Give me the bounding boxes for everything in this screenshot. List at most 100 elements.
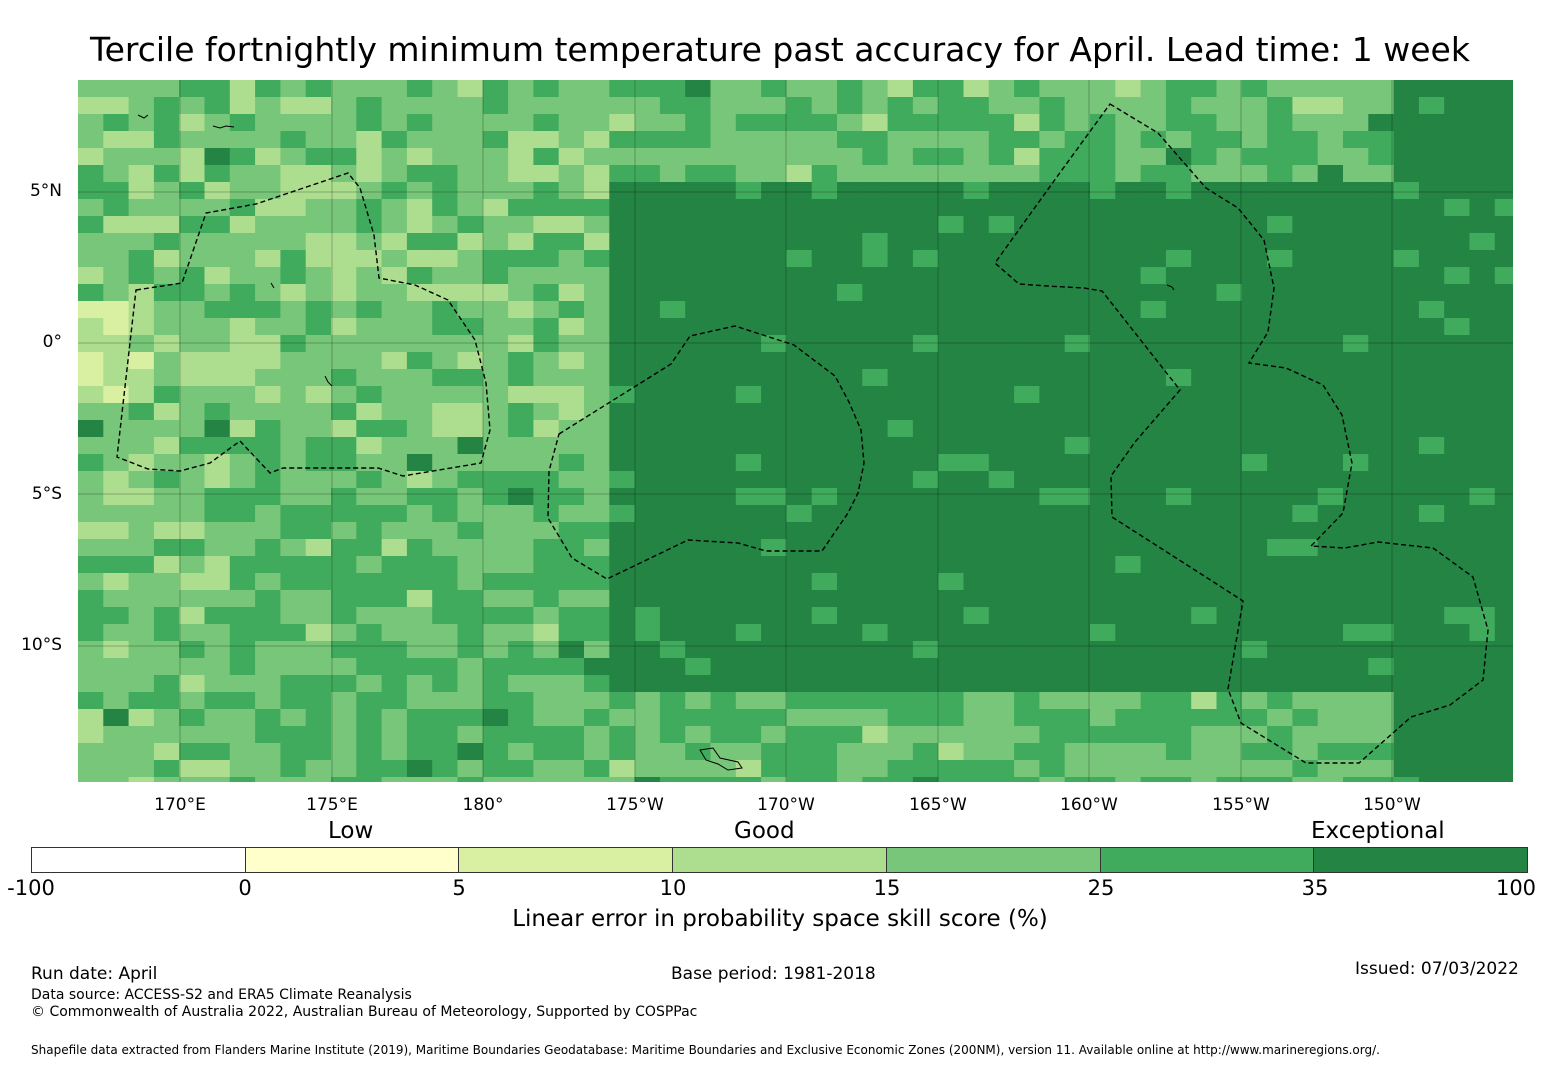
grid-cell bbox=[1343, 250, 1369, 268]
grid-cell bbox=[786, 590, 813, 608]
grid-cell bbox=[1418, 743, 1445, 761]
grid-cell bbox=[634, 556, 661, 574]
grid-cell bbox=[1014, 505, 1040, 523]
grid-cell bbox=[305, 131, 332, 149]
grid-cell bbox=[1444, 777, 1471, 782]
grid-cell bbox=[735, 335, 762, 353]
grid-cell bbox=[533, 114, 560, 132]
grid-cell bbox=[710, 522, 737, 540]
grid-cell bbox=[634, 301, 661, 319]
grid-cell bbox=[1165, 573, 1192, 591]
grid-cell bbox=[406, 573, 433, 591]
grid-cell bbox=[912, 267, 939, 285]
grid-cell bbox=[1393, 250, 1420, 268]
grid-cell bbox=[331, 743, 357, 761]
grid-cell bbox=[103, 726, 130, 744]
grid-cell bbox=[811, 556, 838, 574]
eez-boundary-cook-islands bbox=[994, 103, 1489, 764]
grid-cell bbox=[204, 335, 231, 353]
grid-cell bbox=[634, 488, 661, 506]
grid-cell bbox=[1039, 726, 1066, 744]
grid-cell bbox=[1241, 420, 1268, 438]
grid-cell bbox=[938, 403, 965, 421]
grid-cell bbox=[963, 318, 990, 336]
grid-cell bbox=[862, 216, 889, 234]
grid-cell bbox=[204, 471, 231, 489]
grid-cell bbox=[1241, 386, 1268, 404]
grid-cell bbox=[735, 386, 762, 404]
grid-cell bbox=[1444, 97, 1471, 115]
grid-cell bbox=[963, 233, 990, 251]
grid-cell bbox=[533, 641, 560, 659]
grid-cell bbox=[837, 505, 863, 523]
grid-cell bbox=[558, 607, 585, 625]
grid-cell bbox=[710, 624, 737, 642]
grid-cell bbox=[1292, 454, 1319, 472]
grid-cell bbox=[887, 471, 914, 489]
grid-cell bbox=[659, 352, 686, 370]
grid-cell bbox=[128, 760, 155, 778]
grid-cell bbox=[103, 301, 130, 319]
grid-cell bbox=[103, 80, 130, 98]
grid-cell bbox=[406, 743, 433, 761]
grid-cell bbox=[1292, 233, 1319, 251]
grid-cell bbox=[837, 403, 863, 421]
grid-cell bbox=[735, 675, 762, 693]
grid-cell bbox=[862, 182, 889, 200]
grid-cell bbox=[1343, 437, 1369, 455]
grid-cell bbox=[659, 80, 686, 98]
grid-cell bbox=[584, 165, 610, 183]
grid-cell bbox=[153, 454, 180, 472]
grid-cell bbox=[1014, 301, 1040, 319]
grid-cell bbox=[229, 692, 256, 710]
grid-cell bbox=[1064, 556, 1091, 574]
grid-cell bbox=[786, 114, 813, 132]
grid-cell bbox=[912, 709, 939, 727]
grid-cell bbox=[1191, 573, 1218, 591]
grid-cell bbox=[1494, 675, 1513, 693]
grid-cell bbox=[584, 658, 610, 676]
grid-cell bbox=[786, 318, 813, 336]
grid-cell bbox=[331, 522, 357, 540]
grid-cell bbox=[1191, 709, 1218, 727]
grid-cell bbox=[457, 590, 484, 608]
grid-cell bbox=[558, 437, 585, 455]
grid-cell bbox=[356, 607, 383, 625]
grid-cell bbox=[78, 352, 104, 370]
grid-cell bbox=[1115, 114, 1142, 132]
grid-cell bbox=[1444, 301, 1471, 319]
grid-cell bbox=[862, 318, 889, 336]
grid-cell bbox=[786, 556, 813, 574]
grid-cell bbox=[1039, 709, 1066, 727]
grid-cell bbox=[482, 471, 509, 489]
grid-cell bbox=[533, 318, 560, 336]
grid-cell bbox=[837, 250, 863, 268]
grid-cell bbox=[482, 675, 509, 693]
grid-cell bbox=[255, 743, 281, 761]
grid-cell bbox=[406, 471, 433, 489]
grid-cell bbox=[229, 420, 256, 438]
grid-cell bbox=[634, 590, 661, 608]
grid-cell bbox=[1494, 369, 1513, 387]
grid-cell bbox=[1014, 284, 1040, 302]
grid-cell bbox=[381, 607, 408, 625]
grid-cell bbox=[786, 471, 813, 489]
grid-cell bbox=[659, 250, 686, 268]
grid-cell bbox=[1039, 114, 1066, 132]
grid-cell bbox=[255, 233, 281, 251]
grid-cell bbox=[1064, 131, 1091, 149]
grid-cell bbox=[558, 80, 585, 98]
grid-cell bbox=[1090, 437, 1116, 455]
grid-cell bbox=[887, 182, 914, 200]
grid-cell bbox=[508, 488, 534, 506]
grid-cell bbox=[179, 709, 206, 727]
grid-cell bbox=[710, 641, 737, 659]
grid-cell bbox=[356, 199, 383, 217]
grid-cell bbox=[584, 539, 610, 557]
grid-cell bbox=[988, 301, 1015, 319]
grid-cell bbox=[432, 233, 459, 251]
grid-cell bbox=[1115, 131, 1142, 149]
grid-cell bbox=[887, 607, 914, 625]
grid-cell bbox=[634, 216, 661, 234]
grid-cell bbox=[508, 233, 534, 251]
